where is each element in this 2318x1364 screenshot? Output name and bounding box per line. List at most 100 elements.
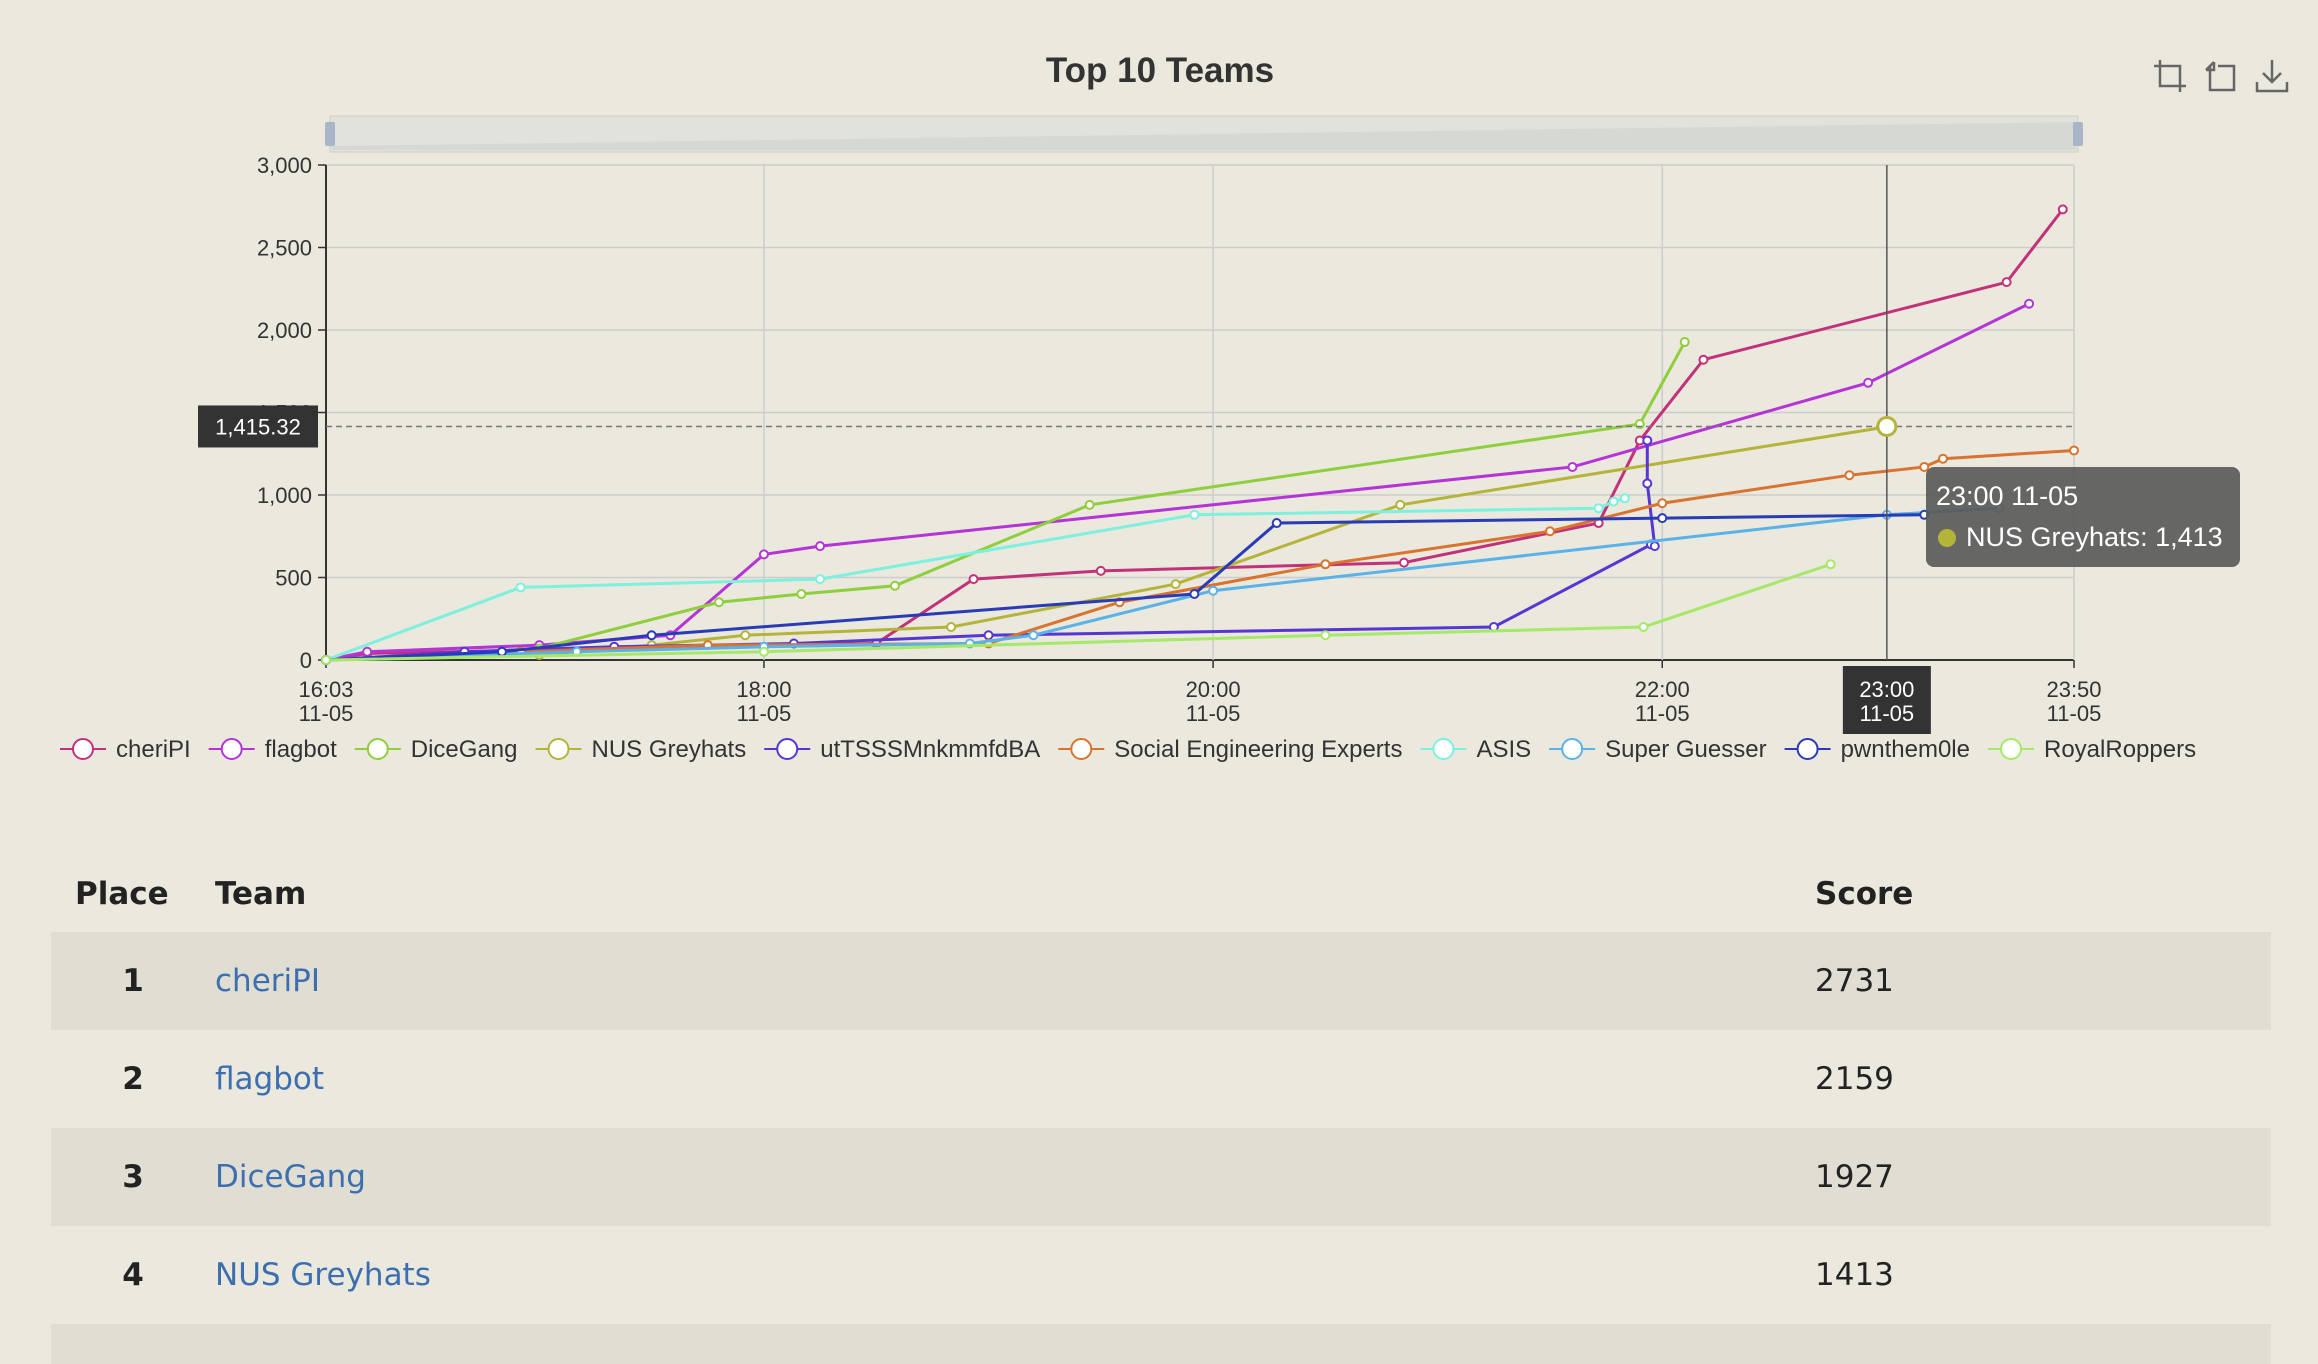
legend-item[interactable]: RoyalRoppers	[1988, 736, 2196, 763]
chart-axes: 05001,0001,5002,0002,5003,00016:0311-051…	[257, 153, 2102, 726]
legend-marker	[1561, 738, 1584, 760]
series-line	[325, 440, 1657, 662]
data-point	[1619, 493, 1630, 504]
data-point	[1937, 453, 1948, 464]
team-link[interactable]: NUS Greyhats	[215, 1257, 431, 1293]
x-tick-label: 16:03	[298, 677, 353, 702]
legend-label: Social Engineering Experts	[1114, 736, 1402, 763]
legend-marker	[2000, 738, 2022, 760]
restore-icon[interactable]	[2200, 56, 2240, 96]
chart-grid	[325, 164, 2075, 661]
data-point	[1189, 509, 1200, 520]
series-line	[325, 506, 2000, 662]
legend-item[interactable]: flagbot	[208, 736, 337, 763]
series-line	[325, 302, 2030, 662]
zoom-handle-right[interactable]	[2073, 122, 2083, 146]
header-score: Score	[1815, 876, 1914, 912]
crosshair-x-label-bg	[1842, 666, 1931, 734]
data-point	[1320, 630, 1331, 641]
data-point	[1170, 579, 1181, 590]
legend-marker	[776, 738, 799, 760]
score-cell: 1413	[1815, 1257, 1894, 1293]
data-point	[983, 630, 994, 641]
data-point	[1642, 435, 1653, 446]
chart-legend[interactable]: cheriPI flagbot DiceGang NUS Greyhats utTSSS…	[60, 736, 2196, 763]
data-point	[2057, 204, 2068, 215]
legend-label: DiceGang	[411, 736, 518, 763]
y-tick-label: 2,000	[257, 318, 312, 343]
legend-item[interactable]: utTSSSMnkmmfdBA	[764, 736, 1040, 763]
data-point	[2024, 298, 2035, 309]
data-point	[946, 622, 957, 632]
zoom-handle-left[interactable]	[325, 122, 335, 146]
data-point	[1320, 559, 1331, 570]
legend-item[interactable]: DiceGang	[354, 736, 518, 763]
team-link[interactable]: DiceGang	[215, 1159, 366, 1195]
legend-marker	[72, 738, 94, 760]
tooltip-title: 23:00 11-05	[1936, 481, 2079, 511]
legend-item[interactable]: NUS Greyhats	[535, 736, 747, 763]
legend-label: cheriPI	[116, 736, 191, 763]
data-point	[1698, 354, 1709, 365]
legend-label: Super Guesser	[1605, 736, 1766, 763]
legend-label: flagbot	[265, 736, 337, 763]
y-tick-label: 1,000	[257, 483, 312, 508]
table-row: 4 NUS Greyhats 1413	[51, 1226, 2271, 1324]
x-tick-label: 23:50	[2046, 677, 2101, 702]
data-point	[1567, 461, 1578, 472]
data-point	[1084, 499, 1095, 510]
tooltip-value: 1,413	[2155, 522, 2223, 552]
data-point	[796, 589, 807, 599]
data-point	[362, 646, 373, 657]
score-chart[interactable]: Top 10 Teams 05001,0001,5002,0002,5003,0…	[0, 0, 2318, 800]
data-point	[1095, 565, 1106, 576]
data-point	[1208, 585, 1219, 596]
y-tick-label: 3,000	[257, 153, 312, 178]
data-point	[714, 597, 725, 608]
team-link[interactable]: flagbot	[215, 1061, 324, 1097]
place-cell: 1	[122, 963, 144, 999]
header-team: Team	[215, 876, 307, 912]
legend-item[interactable]: ASIS	[1420, 736, 1531, 763]
place-cell: 4	[122, 1257, 144, 1293]
series-pwnthem0le	[321, 509, 1930, 665]
legend-item[interactable]: Super Guesser	[1549, 736, 1767, 763]
data-point	[815, 574, 826, 585]
data-zoom-slider[interactable]	[325, 115, 2083, 153]
highlighted-point	[1876, 415, 1898, 437]
series-royalroppers	[321, 559, 1836, 665]
data-point	[1657, 513, 1668, 524]
data-zoom-icon[interactable]	[2150, 56, 2190, 96]
data-point	[1189, 589, 1200, 599]
legend-label: ASIS	[1476, 736, 1531, 763]
score-cell: 1927	[1815, 1159, 1894, 1195]
legend-item[interactable]: pwnthem0le	[1784, 736, 1970, 763]
header-place: Place	[75, 876, 169, 912]
legend-item[interactable]: Social Engineering Experts	[1058, 736, 1402, 763]
team-link[interactable]: cheriPI	[215, 963, 320, 999]
legend-item[interactable]: cheriPI	[60, 736, 191, 763]
data-point	[1919, 461, 1930, 472]
legend-label: utTSSSMnkmmfdBA	[820, 736, 1040, 763]
data-point	[515, 582, 526, 593]
series-flagbot	[321, 298, 2035, 665]
x-tick-label: 11-05	[1635, 701, 1690, 726]
legend-marker	[1432, 738, 1455, 760]
data-point	[496, 646, 507, 657]
scoreboard-table: Place Team Score 1 cheriPI 2731 2 flagbo…	[51, 856, 2271, 1364]
y-tick-label: 2,500	[257, 236, 312, 261]
x-tick-label: 11-05	[299, 701, 354, 726]
x-tick-label: 11-05	[2047, 701, 2102, 726]
score-cell: 2731	[1815, 963, 1894, 999]
data-point	[1544, 526, 1555, 537]
legend-label: NUS Greyhats	[592, 736, 747, 763]
save-image-icon[interactable]	[2252, 56, 2292, 96]
legend-label: RoyalRoppers	[2044, 736, 2196, 763]
data-point	[1593, 503, 1604, 514]
data-point	[1028, 630, 1039, 641]
data-point	[1679, 337, 1690, 348]
table-row	[51, 1324, 2271, 1364]
table-header-row: Place Team Score	[51, 856, 2271, 932]
place-cell: 3	[122, 1159, 144, 1195]
data-point	[1642, 478, 1653, 489]
